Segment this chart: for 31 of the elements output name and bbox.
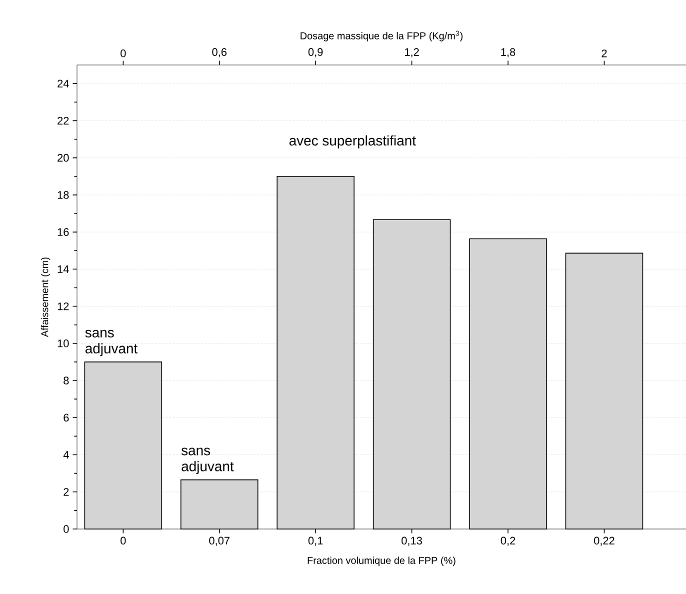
y-tick-label: 6 xyxy=(64,414,69,422)
text: 0,9 xyxy=(308,48,323,58)
text: 1,8 xyxy=(501,48,516,58)
x-tick-label: 0,07 xyxy=(209,536,230,546)
x-axis-title: Fraction volumique de la FPP (%) xyxy=(308,556,456,566)
y-tick-label: 4 xyxy=(63,450,69,459)
annotation: avec superplastifiant xyxy=(289,135,416,148)
x-tick-label: 0,2 xyxy=(500,536,516,546)
x-tick-label: 0 xyxy=(120,536,126,545)
y-tick-label: 8 xyxy=(64,376,69,384)
y-tick-label: 18 xyxy=(58,191,69,199)
text: 0 xyxy=(120,49,126,58)
y-tick-label: 24 xyxy=(58,80,69,88)
annotation: sans adjuvant xyxy=(182,448,234,474)
y-tick-label: 2 xyxy=(64,488,69,496)
y-tick-label: 20 xyxy=(58,154,69,162)
y-tick-label: 0 xyxy=(64,525,69,533)
x-tick-label: 0,13 xyxy=(402,536,422,546)
annotation: sans adjuvant xyxy=(85,330,138,356)
y-tick-label: 14 xyxy=(58,265,69,273)
x2-axis-title: Dosage massique de la FPP (Kg/m$^{3}$) xyxy=(300,30,463,42)
x-tick-label: 0,1 xyxy=(308,536,323,546)
text: 0,6 xyxy=(212,48,227,58)
y-tick-label: 22 xyxy=(58,116,69,125)
x-tick-label: 0,22 xyxy=(594,536,614,546)
y-tick-label: 10 xyxy=(58,340,69,348)
y-tick-label: 16 xyxy=(58,228,69,236)
y-tick-label: 12 xyxy=(58,302,69,310)
text: 1,2 xyxy=(405,48,419,58)
text: 2 xyxy=(602,50,607,58)
y-axis-title: Affaissement (cm) xyxy=(40,258,50,338)
